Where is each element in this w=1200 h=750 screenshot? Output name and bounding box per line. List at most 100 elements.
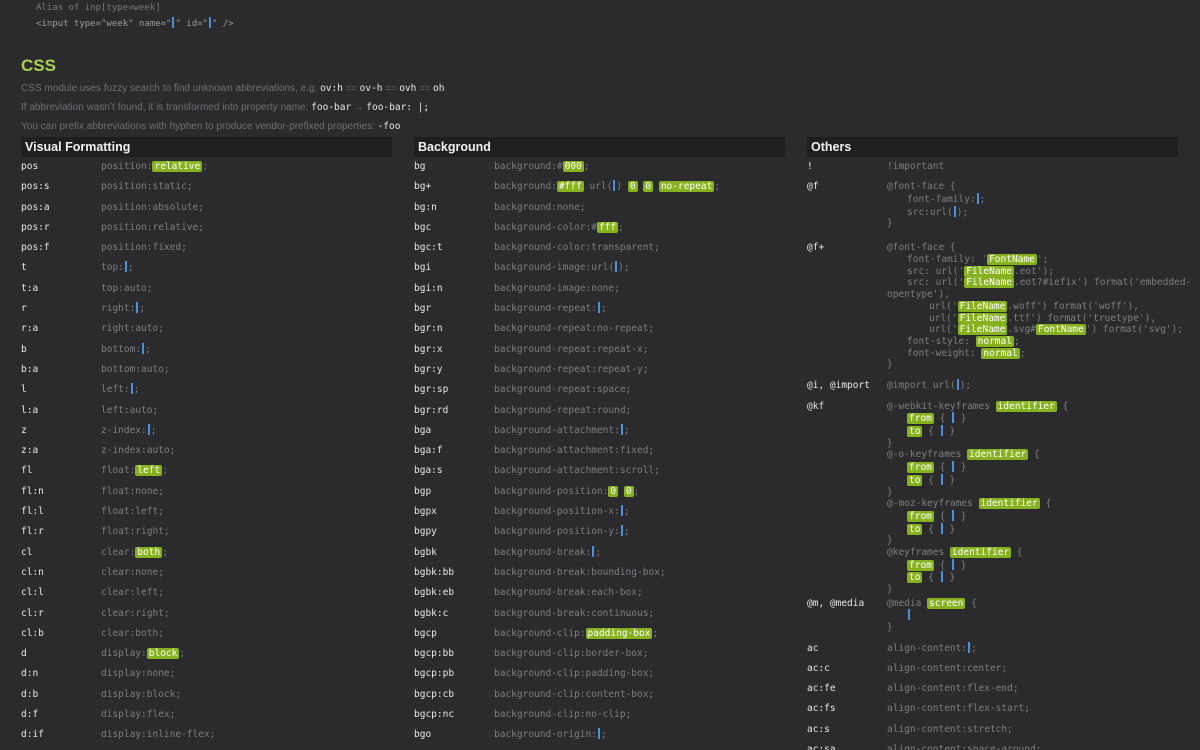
code-line: @media screen { — [887, 597, 977, 610]
placeholder-highlight: fff — [596, 221, 619, 233]
text-span: ); — [959, 380, 972, 392]
placeholder-highlight: 0 — [627, 181, 638, 193]
abbreviation: bga:f — [414, 445, 443, 457]
abbreviation: bgi — [414, 262, 432, 274]
abbreviation: pos — [21, 161, 39, 172]
table-row: fl:r float:right; — [21, 522, 392, 542]
text-span: align-content:center; — [887, 662, 1008, 674]
text-span: src:url( — [907, 206, 953, 218]
text-span: background-attachment:fixed; — [494, 445, 655, 457]
abbreviation: cl:r — [21, 607, 44, 619]
abbreviation: pos:r — [21, 221, 50, 233]
text-span: clear:none; — [101, 566, 164, 578]
text-span: position:absolute; — [101, 201, 204, 213]
placeholder-highlight: identifier — [967, 449, 1029, 461]
expansion: float:none; — [101, 482, 164, 502]
code-line: opentype'), — [887, 289, 1191, 301]
table-row: bga:f background-attachment:fixed; — [414, 441, 785, 461]
table-row: cl:b clear:both; — [21, 624, 392, 644]
text-span: font-style: — [907, 335, 976, 347]
text-span: clear: — [101, 546, 136, 558]
text-span: ; — [127, 262, 134, 274]
text-span: } — [887, 437, 893, 449]
placeholder-highlight: FileName — [957, 324, 1008, 336]
abbreviation: cl:n — [21, 566, 44, 578]
text-span: background-clip: — [494, 627, 586, 639]
expansion: align-content:center; — [887, 659, 1007, 679]
expansion: background-repeat:repeat-y; — [494, 360, 648, 380]
text-span: { — [1028, 449, 1040, 461]
table-row: cl clear: both; — [21, 543, 392, 563]
placeholder-highlight: to — [907, 572, 923, 584]
abbreviation: l:a — [21, 404, 39, 416]
table-row: bgcp:cb background-clip:content-box; — [414, 685, 785, 705]
abbreviation: bgcp:nc — [414, 709, 455, 721]
code-line: font-style: normal; — [887, 335, 1191, 348]
cursor-marker — [956, 379, 959, 391]
expansion: right:; — [101, 299, 145, 319]
table-row: z:a z-index:auto; — [21, 441, 392, 461]
visual-formatting-column: Visual Formatting pos position: relative; p… — [21, 137, 392, 746]
abbreviation: bgpy — [414, 526, 437, 538]
table-row: d:n display:none; — [21, 664, 392, 684]
code-line: to { } — [887, 571, 1068, 584]
text-span: ; — [139, 303, 146, 315]
placeholder-highlight: normal — [981, 347, 1020, 359]
text-span: .ttf') format('truetype'), — [1007, 312, 1157, 324]
text-span: ); — [618, 262, 630, 274]
text-span: @-o-keyframes — [887, 449, 968, 461]
table-row: bgpy background-position-y:; — [414, 522, 785, 542]
table-row: bga:s background-attachment:scroll; — [414, 461, 785, 481]
code-line: @keyframes identifier { — [887, 547, 1068, 559]
abbreviation: z:a — [21, 445, 39, 457]
text-span: background-clip:content-box; — [494, 688, 655, 700]
code-line: font-family: ' FontName '; — [887, 254, 1191, 266]
abbreviation: @f+ — [807, 242, 825, 254]
text-span: bottom: — [101, 343, 142, 355]
expansion: position:relative; — [101, 218, 204, 238]
text-span: @import url( — [887, 380, 956, 392]
abbreviation: ac:fs — [807, 703, 836, 715]
abbreviation: bgbk:bb — [414, 566, 455, 578]
text-span: } — [943, 426, 956, 437]
cursor-marker — [952, 558, 955, 570]
code-line: } — [887, 535, 1068, 547]
table-row: bgo background-origin:; — [414, 725, 785, 745]
code-line: @font-face { — [887, 181, 985, 193]
expansion: display:flex; — [101, 705, 175, 725]
input-week-code: <input type="week" name=" " id=" " /> — [36, 17, 234, 29]
abbreviation: bgc:t — [414, 242, 443, 254]
text-span: ; — [595, 546, 601, 558]
table-row: bgc background-color:# fff; — [414, 218, 785, 238]
expansion: float:left; — [101, 461, 168, 481]
text-span: background-color:transparent; — [494, 242, 660, 254]
table-row: b:a bottom:auto; — [21, 360, 392, 380]
expansion: background-attachment:fixed; — [494, 441, 654, 461]
table-row: ac:fs align-content:flex-start; — [807, 699, 1178, 719]
expansion: background-clip:no-clip; — [494, 705, 631, 725]
table-row: @kf @-webkit-keyframes identifier {from {… — [807, 397, 1178, 596]
placeholder-highlight: to — [907, 523, 923, 535]
cursor-marker — [147, 423, 150, 435]
cursor-marker — [613, 180, 616, 192]
abbreviation: b — [21, 343, 27, 355]
text-span: top:auto; — [101, 282, 153, 294]
text-span: { — [1011, 547, 1023, 559]
code-line: src:url(); — [887, 205, 985, 219]
table-row: bgi background-image:url(); — [414, 258, 785, 278]
placeholder-highlight: from — [907, 510, 934, 522]
text-span: .woff') format('woff'), — [1007, 300, 1139, 312]
text-span: display:none; — [101, 668, 176, 680]
expansion: bottom:; — [101, 340, 151, 360]
cursor-marker — [940, 473, 943, 485]
text-span: } — [887, 584, 893, 596]
intro-line-3: You can prefix abbreviations with hyphen… — [21, 121, 401, 132]
text-span: display: — [101, 648, 147, 660]
expansion: z-index:; — [101, 421, 157, 441]
abbreviation: cl:l — [21, 587, 44, 599]
placeholder-highlight: to — [907, 426, 923, 437]
code-line: } — [887, 584, 1068, 596]
text-span: background:# — [494, 161, 563, 172]
abbreviation: @i, @import — [807, 380, 870, 392]
abbreviation: bg — [414, 161, 426, 172]
